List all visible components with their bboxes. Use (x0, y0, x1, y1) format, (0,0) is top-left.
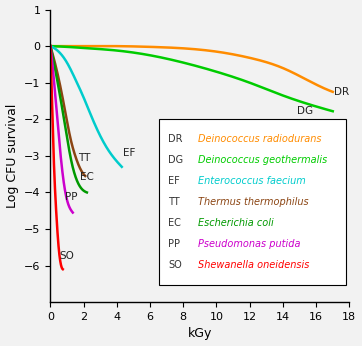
X-axis label: kGy: kGy (188, 327, 212, 340)
Text: SO: SO (59, 251, 74, 261)
Text: EC: EC (80, 172, 94, 182)
Text: PP: PP (65, 192, 78, 202)
Text: DG: DG (168, 155, 184, 165)
Text: DR: DR (168, 134, 183, 144)
Text: DR: DR (334, 87, 350, 97)
Bar (160, 119, 346, 285)
Y-axis label: Log CFU survival: Log CFU survival (5, 104, 18, 208)
Text: Shewanella oneidensis: Shewanella oneidensis (198, 260, 310, 270)
Text: TT: TT (78, 153, 90, 163)
Text: DG: DG (297, 106, 313, 116)
Text: EF: EF (123, 148, 135, 158)
Text: Pseudomonas putida: Pseudomonas putida (198, 239, 301, 249)
Text: Escherichia coli: Escherichia coli (198, 218, 274, 228)
Text: PP: PP (168, 239, 181, 249)
Text: EF: EF (168, 176, 180, 186)
Text: Thermus thermophilus: Thermus thermophilus (198, 197, 309, 207)
Text: TT: TT (168, 197, 180, 207)
Text: Deinococcus geothermalis: Deinococcus geothermalis (198, 155, 328, 165)
Text: SO: SO (168, 260, 182, 270)
Text: Enterococcus faecium: Enterococcus faecium (198, 176, 306, 186)
Text: EC: EC (168, 218, 181, 228)
Text: Deinococcus radiodurans: Deinococcus radiodurans (198, 134, 322, 144)
